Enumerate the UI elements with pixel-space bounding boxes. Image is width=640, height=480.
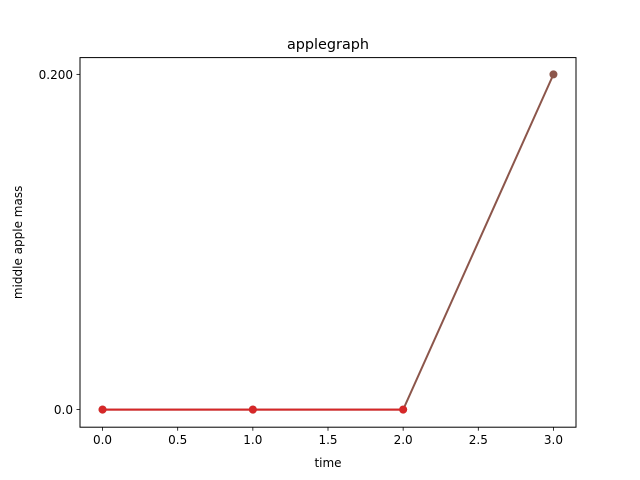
x-tick-label: 2.5 [469, 433, 488, 447]
series-1-point [549, 70, 558, 79]
plot-area [98, 70, 558, 414]
x-tick-label: 3.0 [544, 433, 563, 447]
x-tick-label: 1.0 [243, 433, 262, 447]
y-tick-label: 0.0 [54, 403, 73, 417]
x-tick-label: 2.0 [394, 433, 413, 447]
chart-title: applegraph [287, 37, 369, 53]
series-2-point [399, 405, 408, 414]
x-tick-label: 0.0 [93, 433, 112, 447]
series-2-point [98, 405, 107, 414]
x-tick-label: 0.5 [168, 433, 187, 447]
y-axis-label: middle apple mass [11, 186, 25, 299]
series-2-point [248, 405, 257, 414]
axis-ticks: 0.0 0.5 1.0 1.5 2.0 2.5 3.0 0.0 0.200 [39, 68, 563, 447]
x-axis-label: time [314, 456, 341, 470]
y-tick-label: 0.200 [39, 68, 73, 82]
x-tick-label: 1.5 [318, 433, 337, 447]
